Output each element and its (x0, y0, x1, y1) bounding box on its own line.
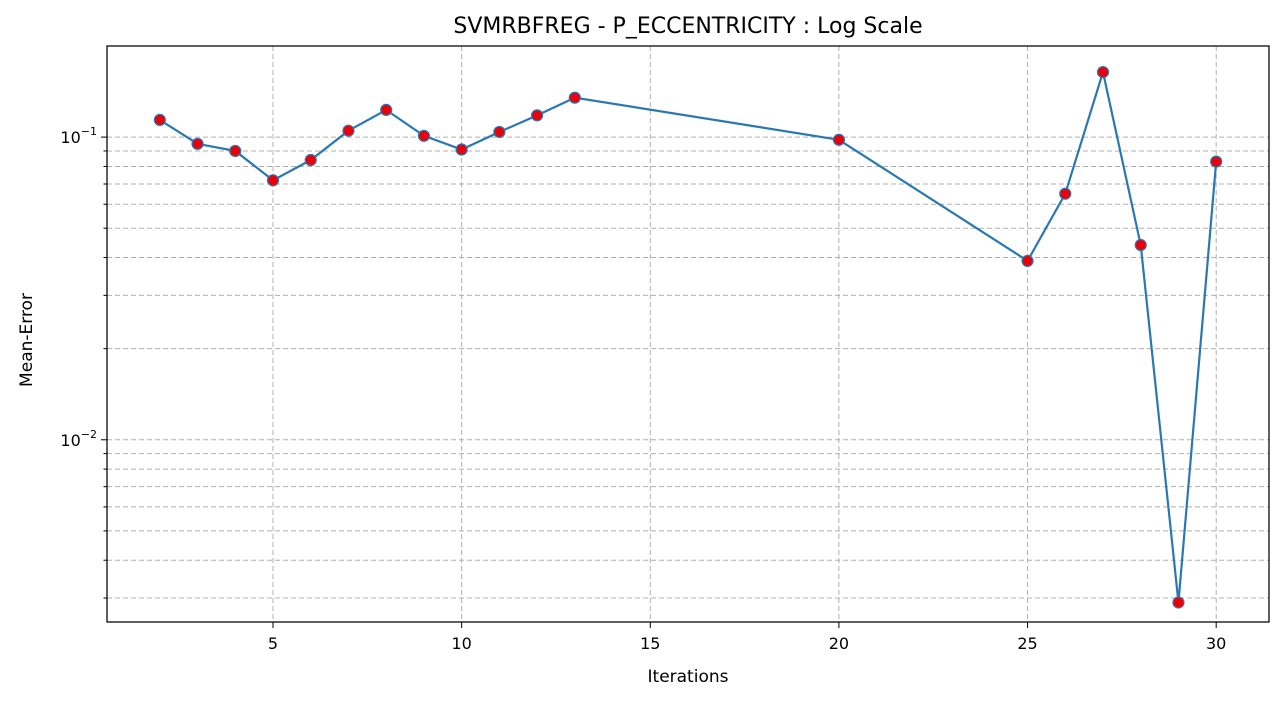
x-axis: 5 10 15 20 25 30 (268, 622, 1226, 653)
plot-frame (106, 45, 1270, 623)
data-point (1210, 155, 1223, 168)
data-point (342, 124, 355, 137)
y-axis-label: Mean-Error (17, 293, 37, 387)
data-point (1134, 238, 1147, 252)
data-point (568, 91, 581, 104)
data-point (417, 129, 431, 142)
data-point (380, 103, 393, 117)
data-point (1059, 187, 1072, 200)
data-point (153, 113, 166, 126)
x-tick-label: 5 (268, 634, 278, 653)
x-tick-label: 15 (640, 634, 660, 653)
y-axis: 10−2 10−1 (60, 125, 107, 599)
grid (107, 46, 1269, 622)
x-tick-label: 25 (1017, 634, 1037, 653)
y-tick-label: 10−2 (60, 428, 97, 450)
x-tick-label: 10 (451, 634, 471, 653)
data-point (455, 143, 468, 156)
x-tick-label: 30 (1206, 634, 1226, 653)
data-point (1021, 254, 1034, 267)
data-point (191, 137, 204, 150)
chart-title: SVMRBFREG - P_ECCENTRICITY : Log Scale (453, 14, 922, 39)
data-point (530, 109, 544, 122)
data-point (266, 174, 280, 187)
data-point (832, 133, 846, 146)
x-tick-label: 20 (829, 634, 849, 653)
data-point (304, 153, 317, 167)
data-point (493, 125, 506, 139)
data-point (1172, 596, 1185, 609)
data-point (1096, 65, 1110, 79)
data-point (229, 144, 242, 158)
y-tick-label: 10−1 (60, 125, 97, 147)
data-points (153, 65, 1223, 609)
x-axis-label: Iterations (648, 667, 729, 687)
